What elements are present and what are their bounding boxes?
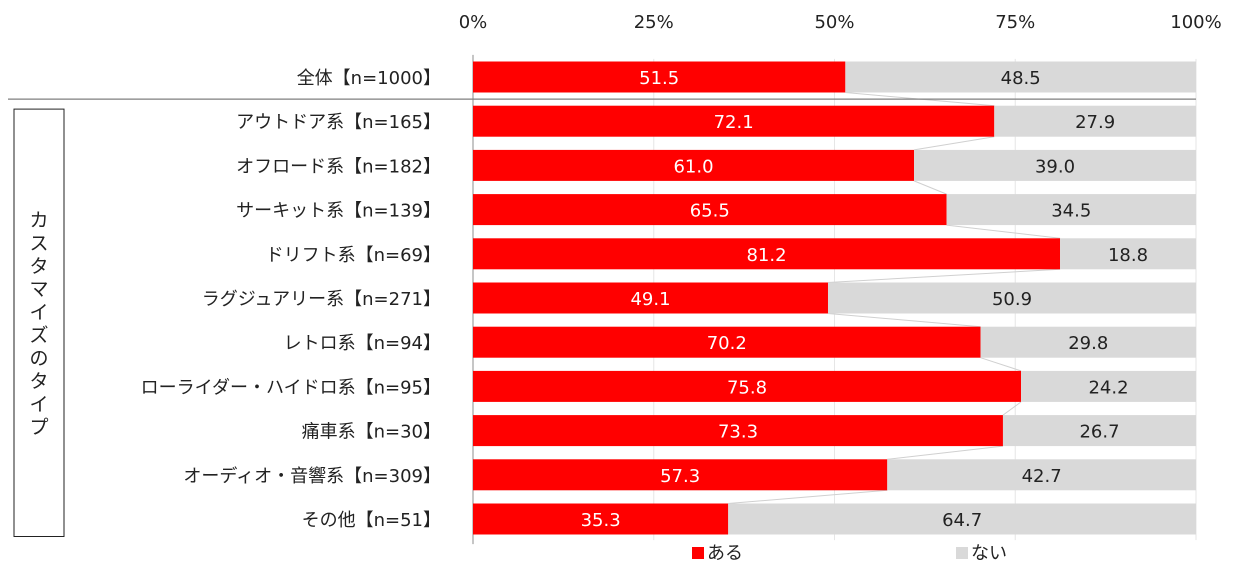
data-label: 42.7 — [1022, 466, 1062, 487]
bar-nai — [994, 105, 1196, 137]
bars: 51.5 48.5 72.1 27.9 61.0 39.0 65.5 34.5 81.2 18.8… — [473, 61, 1196, 535]
data-label: 27.9 — [1075, 112, 1115, 133]
category-label: オフロード系【n=182】 — [236, 156, 441, 177]
category-label: レトロ系【n=94】 — [284, 333, 441, 354]
legend-label: ない — [971, 543, 1007, 564]
data-label: 81.2 — [746, 245, 786, 266]
x-tick-label: 75% — [995, 12, 1035, 33]
bar-aru — [473, 61, 846, 93]
bar-nai — [1021, 370, 1196, 402]
bar-aru — [473, 282, 828, 314]
bar-aru — [473, 238, 1061, 270]
bar-aru — [473, 415, 1003, 447]
data-label: 57.3 — [660, 466, 700, 487]
data-label: 65.5 — [690, 201, 730, 222]
data-label: 24.2 — [1088, 377, 1128, 398]
category-label: オーディオ・音響系【n=309】 — [183, 466, 441, 487]
bar-aru — [473, 149, 915, 181]
bar-nai — [1060, 238, 1196, 270]
bar-nai — [827, 282, 1196, 314]
data-label: 50.9 — [992, 289, 1032, 310]
data-label: 73.3 — [718, 422, 758, 443]
series-line — [913, 136, 995, 151]
category-label: アウトドア系【n=165】 — [236, 112, 441, 133]
legend-label: ある — [707, 543, 743, 564]
data-label: 51.5 — [639, 68, 679, 89]
group-label: カスタマイズのタイプ — [29, 209, 48, 438]
data-label: 18.8 — [1108, 245, 1148, 266]
data-label: 75.8 — [727, 377, 767, 398]
legend-swatch — [956, 547, 968, 559]
bar-aru — [473, 326, 981, 358]
bar-aru — [473, 194, 947, 226]
data-label: 49.1 — [630, 289, 670, 310]
data-label: 29.8 — [1068, 333, 1108, 354]
series-line — [980, 357, 1022, 372]
legend-swatch — [692, 547, 704, 559]
x-axis-ticks: 0% 25% 50% 75% 100% — [459, 12, 1222, 33]
data-label: 34.5 — [1051, 201, 1091, 222]
series-line — [887, 445, 1004, 460]
category-label: ラグジュアリー系【n=271】 — [202, 289, 441, 310]
category-label: ドリフト系【n=69】 — [266, 245, 441, 266]
bar-nai — [980, 326, 1196, 358]
bar-nai — [914, 149, 1196, 181]
series-line — [827, 268, 1061, 283]
data-label: 39.0 — [1035, 156, 1075, 177]
bar-aru — [473, 370, 1022, 402]
series-line — [946, 224, 1061, 239]
data-label: 70.2 — [707, 333, 747, 354]
category-label: 全体【n=1000】 — [297, 68, 441, 89]
group-box — [13, 108, 65, 537]
series-connector-lines — [728, 92, 1061, 504]
bar-nai — [728, 503, 1196, 535]
bar-nai — [946, 194, 1196, 226]
series-line — [728, 489, 888, 504]
bar-nai — [887, 459, 1196, 491]
legend: ある ない — [692, 543, 1007, 564]
group-bracket: カスタマイズのタイプ — [8, 98, 1196, 537]
data-label: 72.1 — [714, 112, 754, 133]
category-label: ローライダー・ハイドロ系【n=95】 — [141, 377, 441, 398]
data-label: 61.0 — [673, 156, 713, 177]
category-label: サーキット系【n=139】 — [236, 201, 441, 222]
bar-nai — [1002, 415, 1196, 447]
category-label: 痛車系【n=30】 — [302, 422, 441, 443]
x-tick-label: 0% — [459, 12, 488, 33]
series-line — [827, 313, 981, 328]
category-label: その他【n=51】 — [302, 510, 441, 531]
bar-aru — [473, 459, 888, 491]
x-tick-label: 25% — [634, 12, 674, 33]
data-label: 26.7 — [1079, 422, 1119, 443]
bar-aru — [473, 105, 995, 137]
category-labels: 全体【n=1000】アウトドア系【n=165】オフロード系【n=182】サーキッ… — [141, 68, 441, 531]
bar-aru — [473, 503, 729, 535]
x-tick-label: 100% — [1170, 12, 1221, 33]
data-label: 64.7 — [942, 510, 982, 531]
bar-nai — [845, 61, 1196, 93]
data-label: 35.3 — [581, 510, 621, 531]
series-line — [1002, 401, 1022, 416]
data-label: 48.5 — [1001, 68, 1041, 89]
series-line — [913, 180, 947, 195]
x-tick-label: 50% — [814, 12, 854, 33]
